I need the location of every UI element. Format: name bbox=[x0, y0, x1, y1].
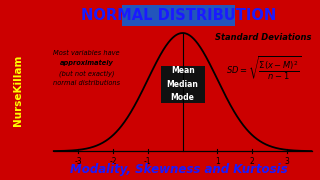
Text: approximately: approximately bbox=[60, 60, 113, 66]
Text: 2: 2 bbox=[250, 158, 255, 166]
Text: Standard Deviations: Standard Deviations bbox=[215, 33, 312, 42]
FancyBboxPatch shape bbox=[122, 5, 235, 26]
FancyBboxPatch shape bbox=[161, 66, 204, 103]
Text: Most variables have: Most variables have bbox=[53, 50, 120, 56]
Text: Modality, Skewness and Kurtosis: Modality, Skewness and Kurtosis bbox=[69, 163, 287, 176]
Text: NORMAL DISTRIBUTION: NORMAL DISTRIBUTION bbox=[81, 8, 276, 23]
Text: -2: -2 bbox=[109, 158, 117, 166]
Text: 3: 3 bbox=[285, 158, 290, 166]
Text: NurseKillam: NurseKillam bbox=[13, 54, 23, 126]
Text: -1: -1 bbox=[144, 158, 152, 166]
Text: (but not exactly): (but not exactly) bbox=[59, 70, 114, 77]
Text: 1: 1 bbox=[215, 158, 220, 166]
Text: Mean
Median
Mode: Mean Median Mode bbox=[167, 66, 199, 102]
Text: normal distributions: normal distributions bbox=[53, 80, 120, 86]
Text: -3: -3 bbox=[74, 158, 82, 166]
Text: $SD = \sqrt{\dfrac{\Sigma(x-M)^2}{n-1}}$: $SD = \sqrt{\dfrac{\Sigma(x-M)^2}{n-1}}$ bbox=[226, 55, 301, 82]
